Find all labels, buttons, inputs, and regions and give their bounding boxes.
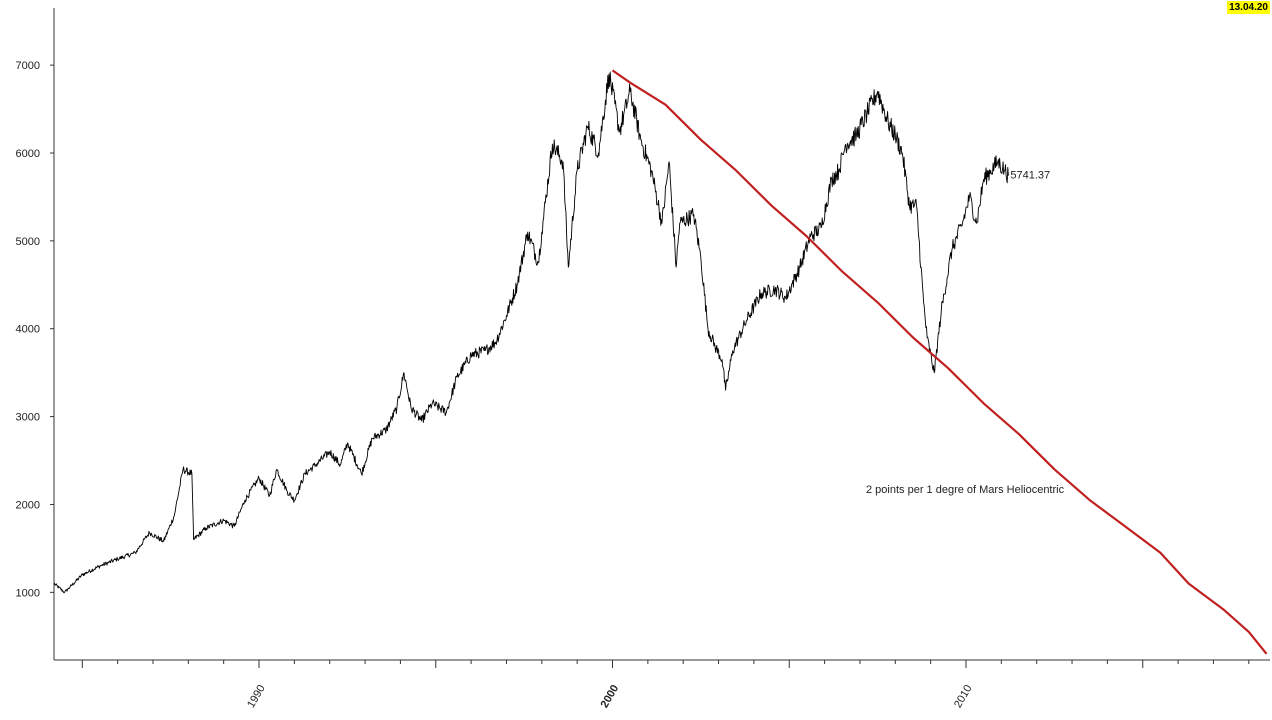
y-tick-label: 7000	[16, 60, 40, 72]
x-tick-label: 2000	[599, 683, 622, 710]
x-tick-label: 2010	[952, 683, 975, 710]
y-axis-ticks: 1000 2000 3000 4000 5000 6000 7000	[16, 60, 54, 599]
y-tick-label: 2000	[16, 499, 40, 511]
mars-annotation: 2 points per 1 degre of Mars Heliocentri…	[866, 484, 1065, 496]
price-series-line	[53, 71, 1009, 594]
mars-heliocentric-line	[611, 69, 1268, 655]
y-tick-label: 4000	[16, 324, 40, 336]
y-tick-label: 6000	[16, 148, 40, 160]
y-tick-label: 1000	[16, 587, 40, 599]
y-tick-label: 5000	[16, 236, 40, 248]
last-value-label: 5741.37	[1010, 170, 1050, 182]
x-tick-label: 1990	[245, 683, 268, 710]
series-layer	[53, 69, 1268, 655]
x-axis-ticks: 1990 2000 2010	[81, 660, 1250, 710]
date-badge: 13.04.20	[1227, 1, 1270, 14]
y-tick-label: 3000	[16, 412, 40, 424]
